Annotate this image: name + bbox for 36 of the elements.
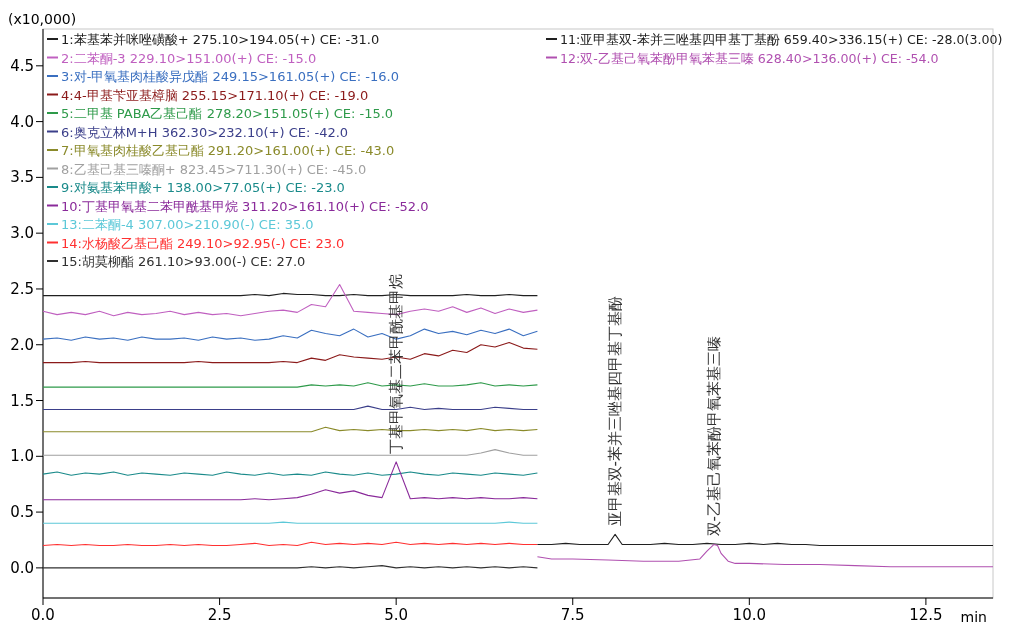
y-tick-label: 4.5 bbox=[10, 56, 34, 75]
y-tick-label: 1.0 bbox=[10, 447, 34, 466]
annotation: 亚甲基双-苯并三唑基四甲基丁基酚 bbox=[606, 295, 625, 527]
legend-label: 3:对-甲氧基肉桂酸异戊酯 249.15>161.05(+) CE: -16.0 bbox=[61, 69, 399, 84]
legend-label: 5:二甲基 PABA乙基己酯 278.20>151.05(+) CE: -15.0 bbox=[61, 106, 394, 121]
y-tick-label: 4.0 bbox=[10, 112, 34, 131]
x-tick-label: 5.0 bbox=[384, 606, 409, 623]
x-tick-label: 10.0 bbox=[732, 606, 767, 623]
y-tick-label: 1.5 bbox=[10, 391, 34, 410]
legend-label: 13:二苯酮-4 307.00>210.90(-) CE: 35.0 bbox=[61, 217, 314, 232]
legend-label: 1:苯基苯并咪唑磺酸+ 275.10>194.05(+) CE: -31.0 bbox=[61, 32, 380, 47]
legend-label: 2:二苯酮-3 229.10>151.00(+) CE: -15.0 bbox=[61, 50, 317, 66]
legend-label: 8:乙基己基三嗪酮+ 823.45>711.30(+) CE: -45.0 bbox=[61, 161, 367, 177]
x-tick-label: 2.5 bbox=[207, 606, 232, 623]
legend-label: 6:奥克立林M+H 362.30>232.10(+) CE: -42.0 bbox=[61, 124, 349, 140]
legend-label: 11:亚甲基双-苯并三唑基四甲基丁基酚 659.40>336.15(+) CE: -28.0(3.00) bbox=[560, 32, 1003, 47]
annotation: 丁基甲氧基二苯甲酰基甲烷 bbox=[387, 273, 406, 454]
y-axis-title: (x10,000) bbox=[8, 11, 77, 27]
y-tick-label: 0.5 bbox=[10, 503, 34, 522]
x-tick-label: 7.5 bbox=[560, 606, 585, 623]
legend-label: 15:胡莫柳酯 261.10>93.00(-) CE: 27.0 bbox=[61, 254, 306, 269]
legend-label: 10:丁基甲氧基二苯甲酰基甲烷 311.20>161.10(+) CE: -52.0 bbox=[61, 198, 429, 214]
y-tick-label: 3.5 bbox=[10, 168, 34, 187]
annotation: 双-乙基己氧苯酚甲氧苯基三嗪 bbox=[705, 336, 723, 537]
legend-label: 4:4-甲基苄亚基樟脑 255.15>171.10(+) CE: -19.0 bbox=[61, 87, 369, 103]
y-tick-label: 2.0 bbox=[10, 335, 34, 354]
x-axis-title: min bbox=[960, 609, 987, 623]
y-tick-label: 3.0 bbox=[10, 224, 34, 243]
legend-label: 12:双-乙基己氧苯酚甲氧苯基三嗪 628.40>136.00(+) CE: -54.0 bbox=[560, 50, 939, 66]
x-tick-label: 12.5 bbox=[909, 606, 943, 623]
y-tick-label: 2.5 bbox=[10, 279, 34, 298]
x-tick-label: 0.0 bbox=[31, 606, 55, 623]
y-tick-label: 0.0 bbox=[10, 558, 34, 577]
legend-label: 7:甲氧基肉桂酸乙基己酯 291.20>161.00(+) CE: -43.0 bbox=[61, 143, 395, 158]
legend-label: 14:水杨酸乙基己酯 249.10>92.95(-) CE: 23.0 bbox=[61, 235, 345, 251]
legend-label: 9:对氨基苯甲酸+ 138.00>77.05(+) CE: -23.0 bbox=[61, 180, 345, 195]
